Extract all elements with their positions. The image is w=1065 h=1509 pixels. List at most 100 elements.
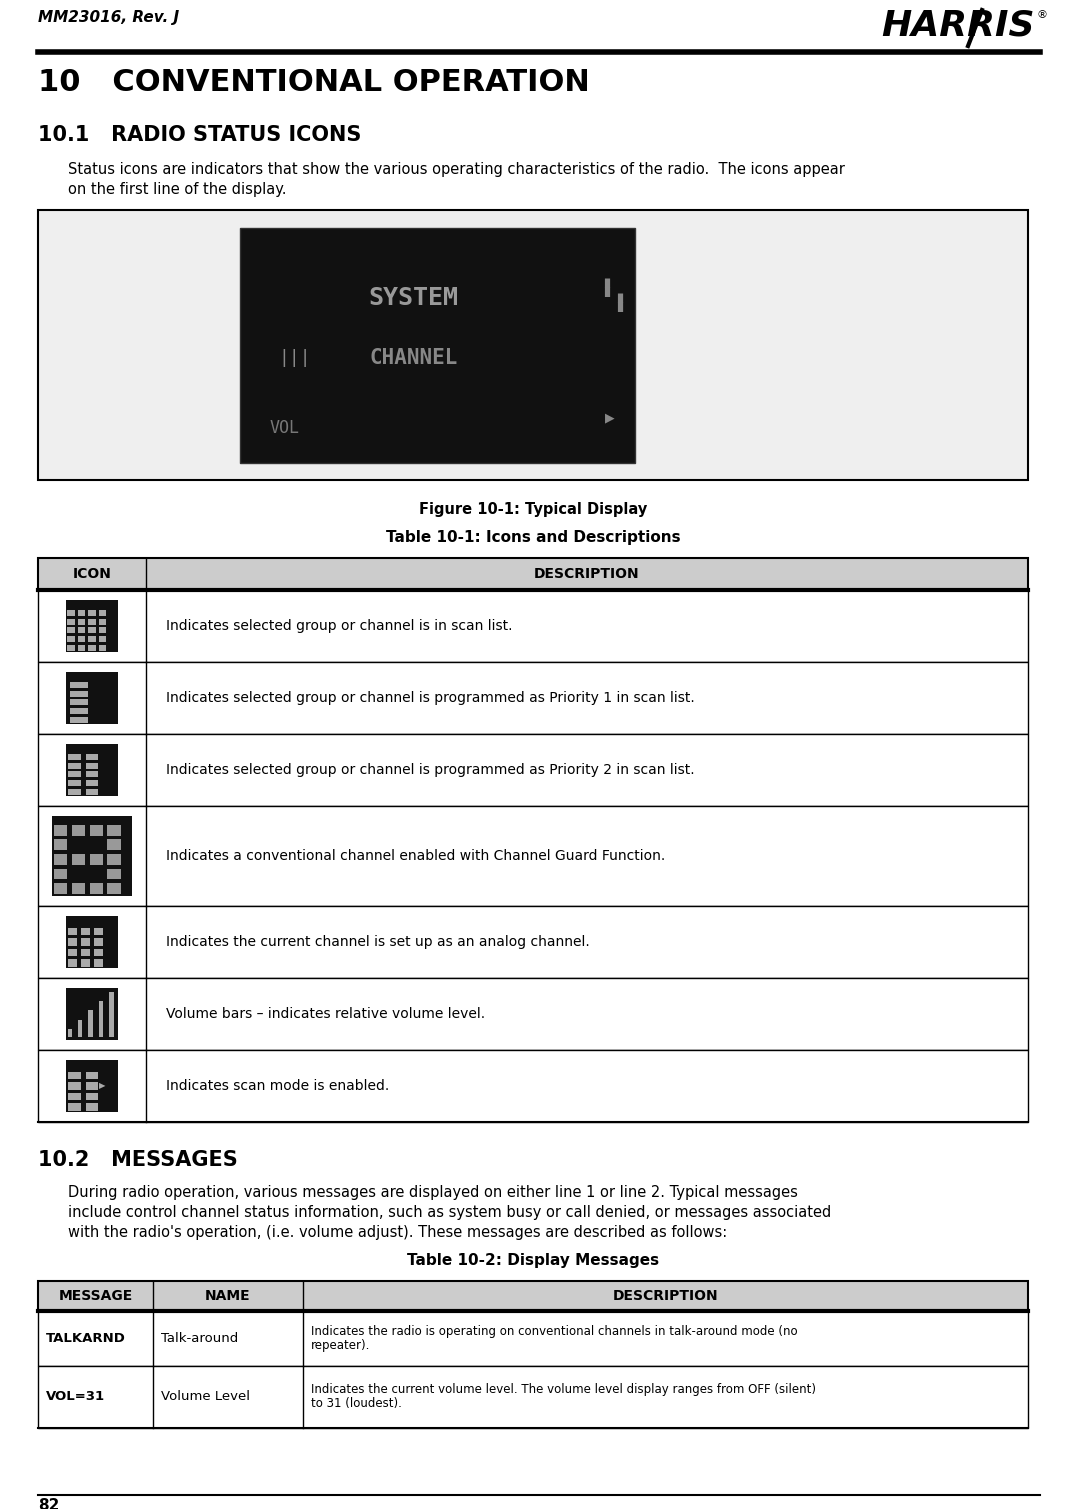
Bar bbox=[52, 816, 132, 896]
Bar bbox=[86, 1082, 98, 1089]
Bar bbox=[86, 780, 98, 786]
Bar bbox=[78, 610, 85, 616]
Text: HARRIS: HARRIS bbox=[882, 8, 1035, 42]
Bar bbox=[71, 883, 85, 893]
Bar bbox=[78, 635, 85, 643]
Bar bbox=[109, 991, 114, 1037]
Text: to 31 (loudest).: to 31 (loudest). bbox=[311, 1397, 402, 1411]
Bar bbox=[54, 883, 67, 893]
Bar bbox=[38, 210, 1028, 480]
Text: VOL=31: VOL=31 bbox=[46, 1390, 105, 1403]
Bar bbox=[66, 1059, 118, 1112]
Bar bbox=[99, 610, 107, 616]
Text: ICON: ICON bbox=[72, 567, 112, 581]
Bar bbox=[88, 610, 96, 616]
Text: repeater).: repeater). bbox=[311, 1338, 371, 1352]
Text: Volume Level: Volume Level bbox=[161, 1390, 250, 1403]
Text: Indicates the radio is operating on conventional channels in talk-around mode (n: Indicates the radio is operating on conv… bbox=[311, 1325, 798, 1338]
Bar bbox=[99, 619, 107, 625]
Bar bbox=[99, 635, 107, 643]
Text: Indicates selected group or channel is programmed as Priority 1 in scan list.: Indicates selected group or channel is p… bbox=[166, 691, 694, 705]
Bar bbox=[68, 960, 77, 967]
Text: █
█: █ █ bbox=[618, 294, 623, 312]
Text: MM23016, Rev. J: MM23016, Rev. J bbox=[38, 11, 179, 26]
Bar bbox=[67, 628, 75, 634]
Bar bbox=[68, 1093, 81, 1100]
Text: ®: ® bbox=[1037, 11, 1048, 20]
Bar bbox=[99, 1000, 103, 1037]
Bar bbox=[68, 1071, 81, 1079]
Text: During radio operation, various messages are displayed on either line 1 or line : During radio operation, various messages… bbox=[68, 1185, 798, 1200]
Bar bbox=[68, 1103, 81, 1111]
Bar bbox=[81, 939, 91, 946]
Text: Figure 10-1: Typical Display: Figure 10-1: Typical Display bbox=[419, 502, 648, 518]
Bar bbox=[68, 771, 81, 777]
Bar bbox=[67, 635, 75, 643]
Bar bbox=[108, 883, 120, 893]
Bar bbox=[38, 662, 1028, 733]
Text: ▶: ▶ bbox=[605, 412, 615, 424]
Bar bbox=[67, 619, 75, 625]
Bar bbox=[38, 1281, 1028, 1311]
Bar bbox=[78, 628, 85, 634]
Bar bbox=[54, 854, 67, 865]
Bar bbox=[66, 988, 118, 1040]
Bar bbox=[68, 754, 81, 761]
Bar bbox=[71, 825, 85, 836]
Bar bbox=[78, 619, 85, 625]
Bar bbox=[38, 1311, 1028, 1366]
Bar bbox=[69, 708, 88, 714]
Text: 10.1   RADIO STATUS ICONS: 10.1 RADIO STATUS ICONS bbox=[38, 125, 361, 145]
Bar bbox=[71, 854, 85, 865]
Bar bbox=[69, 691, 88, 697]
Text: Table 10-1: Icons and Descriptions: Table 10-1: Icons and Descriptions bbox=[386, 530, 681, 545]
Text: NAME: NAME bbox=[206, 1289, 251, 1302]
Bar bbox=[94, 939, 103, 946]
Bar bbox=[94, 949, 103, 957]
Bar bbox=[99, 644, 107, 650]
Text: Talk-around: Talk-around bbox=[161, 1332, 239, 1345]
Bar bbox=[240, 228, 635, 463]
Bar bbox=[68, 780, 81, 786]
Bar bbox=[88, 628, 96, 634]
Bar bbox=[69, 682, 88, 688]
Text: Table 10-2: Display Messages: Table 10-2: Display Messages bbox=[407, 1252, 659, 1268]
Bar bbox=[88, 1011, 93, 1037]
Bar bbox=[38, 806, 1028, 905]
Bar bbox=[86, 762, 98, 768]
Bar bbox=[68, 789, 81, 795]
Text: VOL: VOL bbox=[271, 420, 300, 438]
Text: with the radio's operation, (i.e. volume adjust). These messages are described a: with the radio's operation, (i.e. volume… bbox=[68, 1225, 727, 1240]
Bar bbox=[66, 744, 118, 797]
Bar bbox=[108, 839, 120, 851]
Bar bbox=[68, 939, 77, 946]
Text: ▶: ▶ bbox=[99, 1082, 105, 1091]
Text: Status icons are indicators that show the various operating characteristics of t: Status icons are indicators that show th… bbox=[68, 161, 845, 177]
Text: CHANNEL: CHANNEL bbox=[370, 349, 458, 368]
Bar bbox=[38, 1050, 1028, 1123]
Bar bbox=[81, 928, 91, 936]
Bar bbox=[94, 928, 103, 936]
Text: █
█: █ █ bbox=[605, 279, 609, 297]
Text: TALKARND: TALKARND bbox=[46, 1332, 126, 1345]
Bar bbox=[89, 883, 103, 893]
Bar bbox=[67, 610, 75, 616]
Bar bbox=[68, 928, 77, 936]
Bar bbox=[38, 905, 1028, 978]
Text: DESCRIPTION: DESCRIPTION bbox=[535, 567, 640, 581]
Bar bbox=[86, 789, 98, 795]
Bar bbox=[66, 672, 118, 724]
Bar bbox=[38, 558, 1028, 590]
Bar bbox=[38, 733, 1028, 806]
Bar bbox=[78, 1020, 82, 1037]
Bar bbox=[88, 619, 96, 625]
Text: include control channel status information, such as system busy or call denied, : include control channel status informati… bbox=[68, 1206, 832, 1219]
Bar bbox=[69, 699, 88, 705]
Bar bbox=[67, 644, 75, 650]
Bar bbox=[88, 644, 96, 650]
Bar bbox=[86, 1093, 98, 1100]
Text: 10   CONVENTIONAL OPERATION: 10 CONVENTIONAL OPERATION bbox=[38, 68, 590, 97]
Bar bbox=[67, 1029, 72, 1037]
Text: Indicates selected group or channel is in scan list.: Indicates selected group or channel is i… bbox=[166, 619, 512, 632]
Bar bbox=[86, 1071, 98, 1079]
